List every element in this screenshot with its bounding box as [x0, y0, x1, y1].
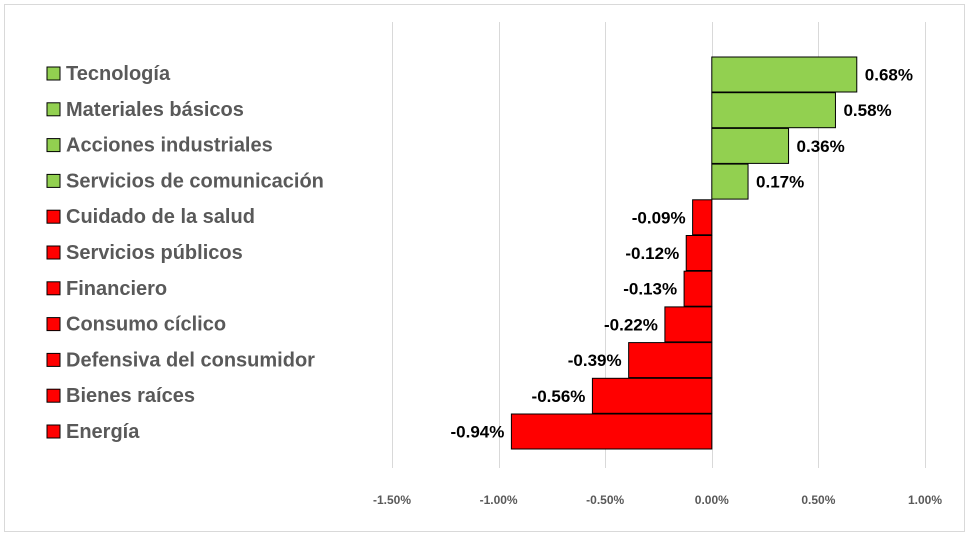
- legend-marker: [46, 173, 61, 188]
- legend-marker: [46, 281, 61, 296]
- bar: [683, 270, 713, 307]
- bar: [692, 199, 713, 236]
- category-label: Servicios públicos: [66, 242, 243, 264]
- bar: [685, 235, 713, 271]
- legend-marker: [46, 209, 61, 224]
- data-label: 0.68%: [865, 66, 913, 85]
- data-label: 0.36%: [797, 137, 845, 156]
- category-label: Servicios de comunicación: [66, 170, 324, 192]
- data-label: -0.12%: [625, 244, 679, 263]
- x-tick-label: 0.00%: [695, 493, 729, 507]
- category-label: Financiero: [66, 278, 167, 300]
- bars: [510, 56, 858, 450]
- bar: [591, 377, 713, 414]
- category-label: Consumo cíclico: [66, 314, 226, 336]
- bar: [628, 342, 713, 379]
- data-label: -0.94%: [451, 423, 505, 442]
- category-label: Bienes raíces: [66, 385, 195, 407]
- category-label: Defensiva del consumidor: [66, 349, 315, 371]
- legend-marker: [46, 352, 61, 367]
- legend-marker: [46, 138, 61, 153]
- data-label: -0.22%: [604, 315, 658, 334]
- bar: [664, 306, 713, 343]
- data-label: -0.09%: [632, 208, 686, 227]
- legend-marker: [46, 317, 61, 332]
- category-label: Cuidado de la salud: [66, 206, 255, 228]
- x-tick-label: 0.50%: [801, 493, 835, 507]
- x-axis-ticks: -1.50% -1.00% -0.50% 0.00% 0.50% 1.00%: [373, 493, 942, 507]
- data-label: -0.13%: [623, 280, 677, 299]
- category-label: Acciones industriales: [66, 135, 273, 157]
- data-label: 0.17%: [756, 173, 804, 192]
- x-tick-label: -1.50%: [373, 493, 411, 507]
- legend-marker: [46, 66, 61, 81]
- legend-marker: [46, 245, 61, 260]
- bar: [711, 127, 790, 164]
- data-label: -0.56%: [532, 387, 586, 406]
- category-legend: Tecnología Materiales básicos Acciones ind…: [46, 63, 324, 443]
- category-label: Tecnología: [66, 63, 171, 85]
- x-tick-label: 1.00%: [908, 493, 942, 507]
- legend-marker: [46, 102, 61, 117]
- x-tick-label: -0.50%: [586, 493, 624, 507]
- data-label: 0.58%: [843, 101, 891, 120]
- bar: [711, 163, 749, 200]
- bar: [510, 413, 713, 450]
- category-label: Materiales básicos: [66, 99, 244, 121]
- bar: [711, 92, 836, 129]
- legend-marker: [46, 388, 61, 403]
- bar: [711, 56, 858, 93]
- category-label: Energía: [66, 421, 140, 443]
- data-label: -0.39%: [568, 351, 622, 370]
- x-tick-label: -1.00%: [480, 493, 518, 507]
- data-labels: 0.68% 0.58% 0.36% 0.17% -0.09% -0.12% -0.13% -0…: [451, 66, 913, 442]
- legend-marker: [46, 424, 61, 439]
